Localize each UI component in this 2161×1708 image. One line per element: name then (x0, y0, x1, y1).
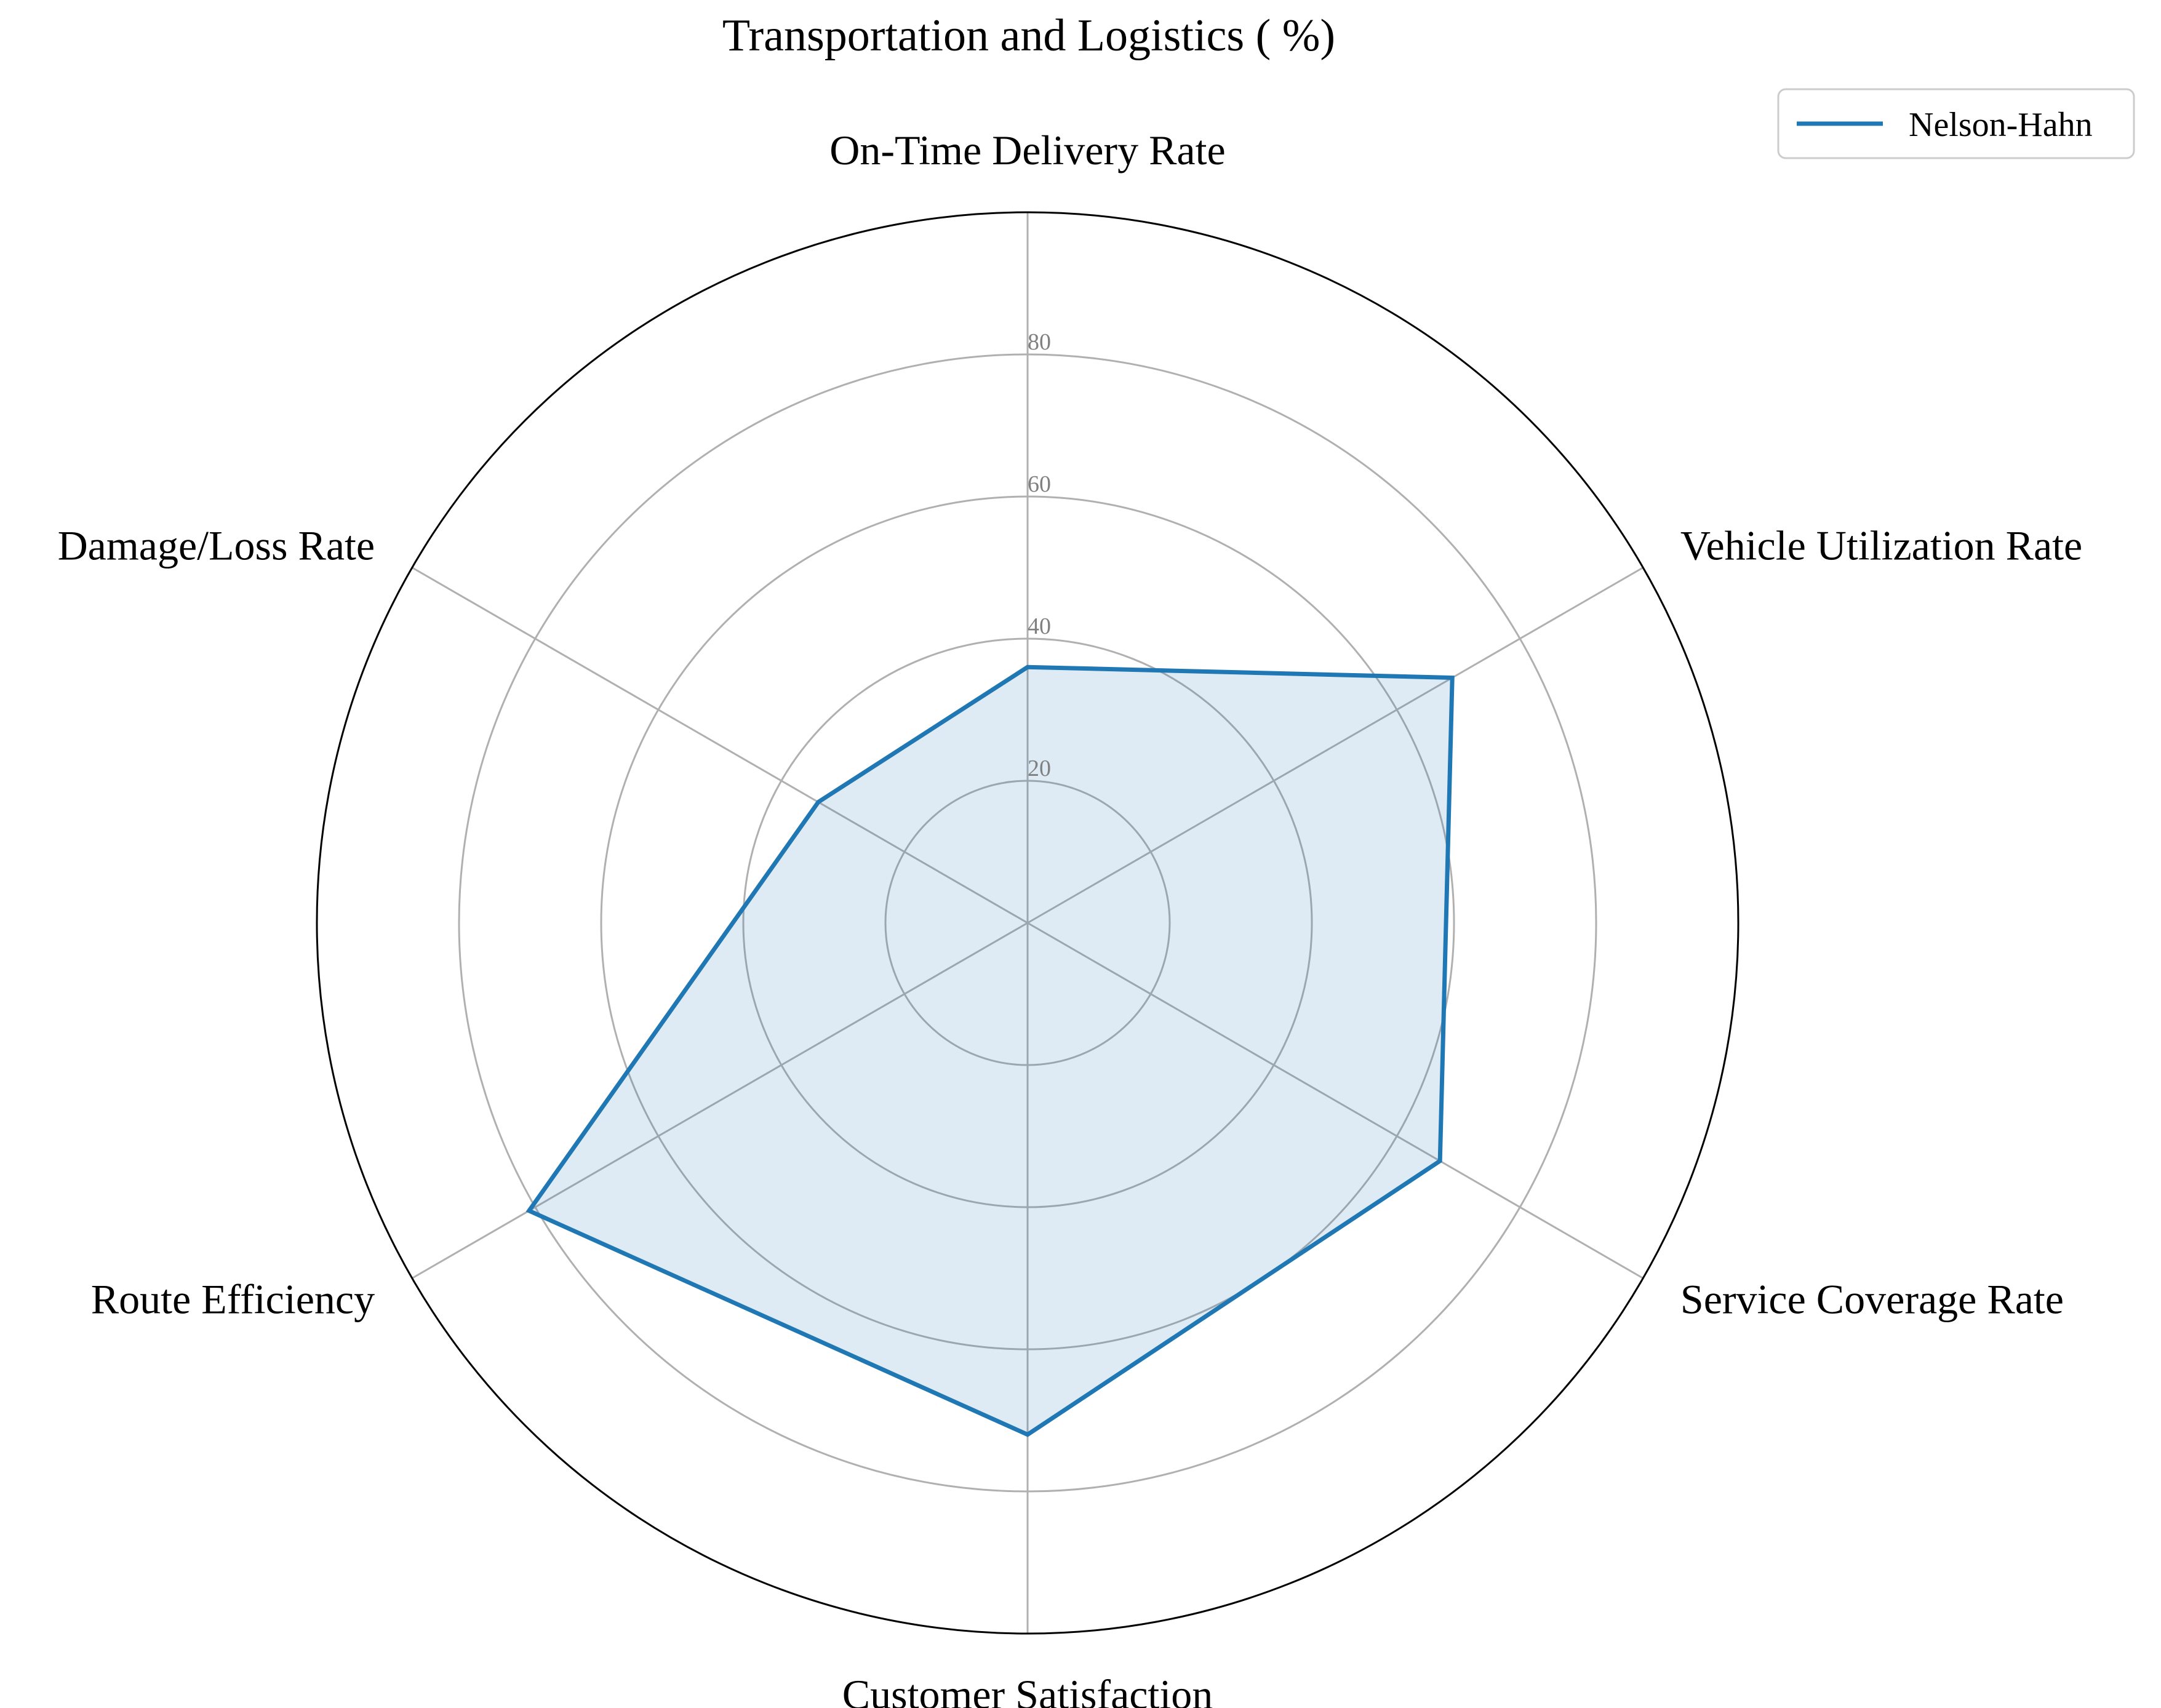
data-point-1 (1027, 666, 1028, 668)
axis-label: Route Efficiency (91, 1276, 375, 1323)
radial-tick-label: 40 (1028, 613, 1051, 639)
legend: Nelson-Hahn (1777, 88, 2135, 159)
legend-frame (1777, 88, 2135, 159)
axis-label: Customer Satisfaction (842, 1671, 1213, 1708)
spoke-line (411, 922, 1028, 1279)
data-point-4 (1027, 1434, 1028, 1435)
series-fill (529, 667, 1453, 1435)
grid-layer (316, 211, 1740, 1635)
legend-label: Nelson-Hahn (1909, 106, 2093, 144)
axis-label-layer: On-Time Delivery Rate Vehicle Utilization… (58, 127, 2083, 1708)
radial-tick-label: 80 (1028, 329, 1051, 355)
axis-label: On-Time Delivery Rate (829, 127, 1225, 174)
data-point-2 (1452, 677, 1453, 679)
spoke-line (1027, 922, 1644, 1279)
chart-title: Transportation and Logistics ( %) (722, 10, 1335, 61)
tick-layer: 20 40 60 80 (1028, 329, 1051, 781)
outer-ring (316, 211, 1740, 1635)
axis-label: Damage/Loss Rate (58, 522, 375, 569)
data-point-3 (1439, 1160, 1441, 1162)
spoke-line (1027, 567, 1644, 924)
data-point-6 (817, 801, 819, 803)
radial-tick-label: 60 (1028, 471, 1051, 497)
spoke-line (411, 567, 1028, 924)
data-point-5 (528, 1210, 530, 1211)
axis-label: Service Coverage Rate (1680, 1276, 2064, 1323)
axis-label: Vehicle Utilization Rate (1680, 522, 2082, 569)
radial-tick-label: 20 (1028, 756, 1051, 781)
series-layer (525, 664, 1455, 1437)
